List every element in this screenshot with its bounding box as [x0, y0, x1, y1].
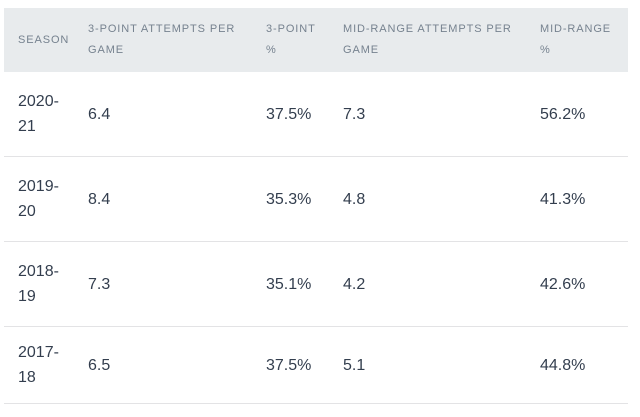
cell-midrange-pct: 42.6%	[540, 275, 586, 293]
cell-midrange-attempts: 4.8	[343, 190, 366, 208]
column-header-midrange-attempts-per-game: MID-RANGE ATTEMPTS PER GAME	[343, 23, 512, 56]
column-header-3pt-attempts-per-game: 3-POINT ATTEMPTS PER GAME	[88, 23, 236, 56]
cell-3pt-pct: 37.5%	[266, 105, 312, 123]
column-header-3pt-pct: 3-POINT %	[266, 23, 316, 56]
cell-3pt-pct: 35.1%	[266, 275, 312, 293]
season-value: 2019-20	[18, 178, 59, 220]
cell-midrange-attempts: 5.1	[343, 356, 366, 374]
table-header-row: SEASON 3-POINT ATTEMPTS PER GAME 3-POINT…	[4, 8, 628, 72]
cell-season: 2020-21	[4, 89, 88, 139]
cell-season: 2017-18	[4, 340, 88, 390]
cell-midrange-pct: 44.8%	[540, 356, 586, 374]
cell-3pt-pct: 37.5%	[266, 356, 312, 374]
table-row: 2019-20 8.4 35.3% 4.8 41.3%	[4, 157, 628, 242]
shooting-stats-table: SEASON 3-POINT ATTEMPTS PER GAME 3-POINT…	[4, 8, 628, 404]
cell-3pt-attempts: 7.3	[88, 275, 111, 293]
cell-3pt-attempts: 6.4	[88, 105, 111, 123]
cell-3pt-attempts: 6.5	[88, 356, 111, 374]
table-row: 2018-19 7.3 35.1% 4.2 42.6%	[4, 242, 628, 327]
cell-season: 2018-19	[4, 259, 88, 309]
cell-season: 2019-20	[4, 174, 88, 224]
cell-midrange-pct: 56.2%	[540, 105, 586, 123]
cell-midrange-pct: 41.3%	[540, 190, 586, 208]
cell-midrange-attempts: 7.3	[343, 105, 366, 123]
cell-3pt-attempts: 8.4	[88, 190, 111, 208]
season-value: 2020-21	[18, 93, 59, 135]
column-header-midrange-pct: MID-RANGE %	[540, 23, 612, 56]
cell-3pt-pct: 35.3%	[266, 190, 312, 208]
table-row: 2017-18 6.5 37.5% 5.1 44.8%	[4, 327, 628, 404]
season-value: 2018-19	[18, 263, 59, 305]
table-row: 2020-21 6.4 37.5% 7.3 56.2%	[4, 72, 628, 157]
cell-midrange-attempts: 4.2	[343, 275, 366, 293]
season-value: 2017-18	[18, 344, 59, 386]
column-header-season: SEASON	[18, 33, 70, 46]
